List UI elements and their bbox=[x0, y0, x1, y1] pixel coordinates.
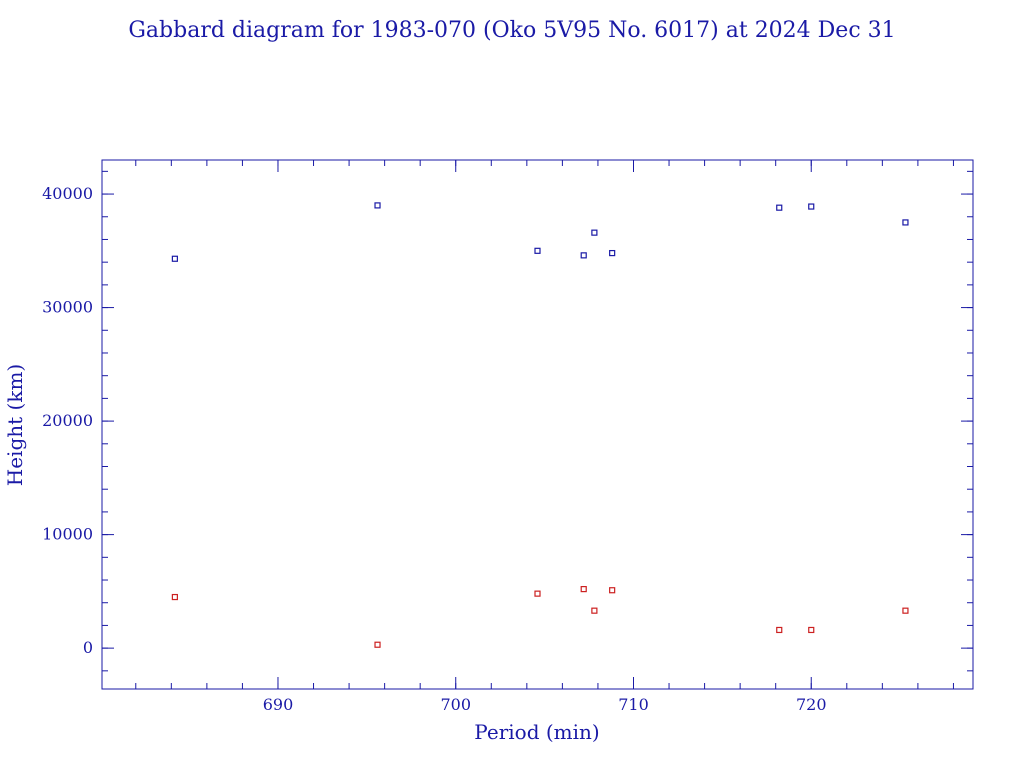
x-tick-label: 700 bbox=[440, 695, 471, 714]
apogee-point bbox=[902, 219, 909, 226]
apogee-point bbox=[609, 249, 616, 257]
chart-title: Gabbard diagram for 1983-070 (Oko 5V95 N… bbox=[128, 18, 895, 43]
perigee-point bbox=[374, 641, 381, 648]
perigee-point bbox=[776, 626, 783, 634]
x-tick-label: 720 bbox=[796, 695, 827, 714]
perigee-point bbox=[580, 586, 587, 593]
apogee-point bbox=[591, 229, 598, 236]
plot-frame bbox=[101, 159, 974, 690]
y-tick-label: 30000 bbox=[42, 298, 93, 317]
apogee-point bbox=[776, 204, 783, 211]
apogee-point bbox=[580, 252, 587, 259]
perigee-point bbox=[591, 607, 598, 614]
x-tick-label: 710 bbox=[618, 695, 649, 714]
y-tick-label: 40000 bbox=[42, 184, 93, 203]
apogee-point bbox=[808, 203, 815, 210]
y-tick-label: 0 bbox=[83, 638, 93, 657]
perigee-point bbox=[902, 607, 909, 614]
perigee-point bbox=[808, 626, 815, 634]
perigee-point bbox=[609, 587, 616, 594]
apogee-point bbox=[534, 247, 541, 254]
perigee-point bbox=[534, 590, 541, 597]
apogee-point bbox=[374, 202, 381, 209]
perigee-point bbox=[171, 593, 178, 601]
x-tick-label: 690 bbox=[263, 695, 294, 714]
y-axis-label: Height (km) bbox=[3, 364, 27, 486]
y-tick-label: 20000 bbox=[42, 411, 93, 430]
y-tick-label: 10000 bbox=[42, 525, 93, 544]
apogee-point bbox=[171, 255, 178, 262]
x-axis-label: Period (min) bbox=[474, 720, 599, 744]
